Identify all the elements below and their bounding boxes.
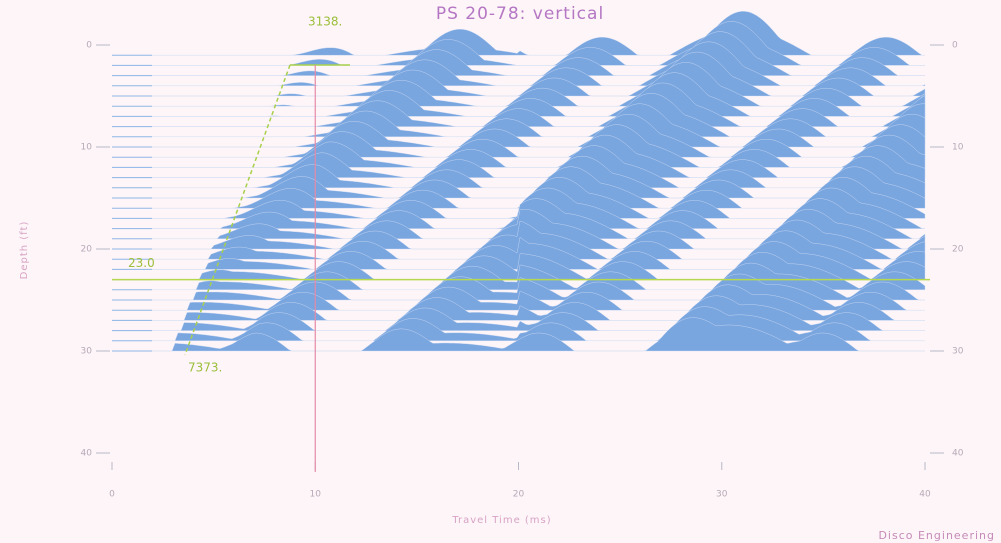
x-axis-label: Travel Time (ms): [451, 515, 551, 526]
wiggle-fill: [112, 103, 926, 148]
y-axis-label: Depth (ft): [19, 221, 30, 280]
x-tick-label: 30: [716, 490, 728, 500]
x-tick-label: 20: [513, 490, 525, 500]
y-tick-label: 30: [81, 347, 93, 357]
y-tick-label: 10: [81, 143, 93, 153]
y2-tick-label: 10: [952, 143, 964, 153]
velocity-note-top: 3138.: [308, 15, 342, 29]
y2-tick-label: 30: [952, 347, 964, 357]
x-tick-label: 40: [919, 490, 931, 500]
y2-tick-label: 0: [952, 41, 958, 51]
wiggle-fill: [112, 317, 925, 352]
wiggle-fill: [112, 62, 926, 107]
x-tick-label: 10: [310, 490, 322, 500]
credit: Disco Engineering: [878, 529, 995, 542]
wiggle-fill: [112, 219, 926, 260]
y-tick-label: 40: [81, 449, 93, 459]
y-tick-label: 0: [86, 41, 92, 51]
y-tick-label: 20: [81, 245, 93, 255]
x-tick-label: 0: [109, 490, 115, 500]
velocity-note-bottom: 7373.: [188, 361, 222, 375]
wiggle-fill: [112, 230, 926, 270]
wiggle-fill: [112, 72, 926, 117]
depth-marker-label: 23.0: [128, 256, 155, 270]
wiggle-fill: [112, 51, 926, 97]
wiggle-fill: [112, 82, 926, 127]
wiggle-fill: [112, 93, 926, 138]
first-break-pick: [184, 64, 291, 356]
y2-tick-label: 20: [952, 245, 964, 255]
y2-tick-label: 40: [952, 449, 964, 459]
chart-title: PS 20-78: vertical: [436, 4, 604, 24]
